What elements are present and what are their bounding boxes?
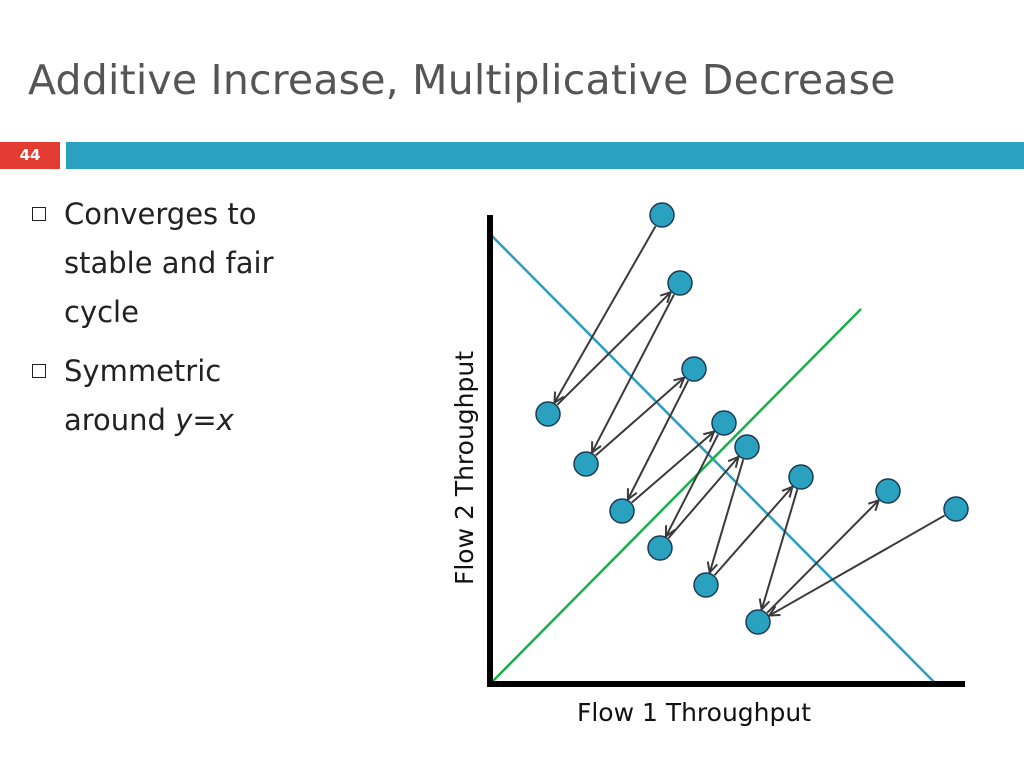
allocation-point bbox=[609, 498, 635, 524]
allocation-point bbox=[943, 496, 969, 522]
bullet-text-plain: Symmetric around bbox=[64, 354, 222, 437]
slide-number-badge: 44 bbox=[0, 142, 60, 169]
allocation-point bbox=[649, 202, 675, 228]
allocation-point bbox=[693, 572, 719, 598]
transition-arrow bbox=[592, 294, 675, 453]
allocation-point bbox=[788, 464, 814, 490]
allocation-point bbox=[711, 410, 737, 436]
title-accent-bar bbox=[66, 142, 1024, 169]
allocation-point bbox=[535, 401, 561, 427]
bullet-text: Symmetric around y=x bbox=[64, 347, 314, 445]
transition-arrow bbox=[667, 457, 738, 539]
transition-arrow bbox=[628, 380, 690, 500]
transition-arrow bbox=[766, 500, 879, 614]
allocation-point bbox=[734, 434, 760, 460]
bullet-text: Converges to stable and fair cycle bbox=[64, 197, 274, 329]
bullet-list: Converges to stable and fair cycle Symme… bbox=[30, 190, 330, 455]
x-axis-label: Flow 1 Throughput bbox=[577, 698, 811, 727]
allocation-point bbox=[875, 478, 901, 504]
arrows-group bbox=[554, 225, 946, 615]
y-axis-label: Flow 2 Throughput bbox=[450, 351, 479, 585]
points-group bbox=[535, 202, 969, 635]
transition-arrow bbox=[710, 459, 745, 572]
allocation-point bbox=[667, 270, 693, 296]
transition-arrow bbox=[769, 514, 946, 615]
bullet-text-italic: y=x bbox=[175, 403, 234, 437]
transition-arrow bbox=[713, 487, 793, 576]
bullet-item-symmetric: Symmetric around y=x bbox=[30, 347, 330, 445]
transition-arrow bbox=[556, 292, 671, 406]
allocation-point bbox=[573, 451, 599, 477]
square-bullet-icon bbox=[32, 364, 46, 378]
allocation-point bbox=[681, 356, 707, 382]
transition-arrow bbox=[595, 378, 684, 457]
fairness-line bbox=[489, 308, 862, 685]
allocation-point bbox=[745, 609, 771, 635]
bullet-item-converges: Converges to stable and fair cycle bbox=[30, 190, 330, 337]
transition-arrow bbox=[554, 225, 657, 402]
transition-arrow bbox=[631, 431, 714, 504]
slide-title: Additive Increase, Multiplicative Decrea… bbox=[28, 56, 896, 104]
transition-arrow bbox=[762, 489, 799, 609]
transition-arrow bbox=[666, 434, 719, 537]
allocation-point bbox=[647, 535, 673, 561]
square-bullet-icon bbox=[32, 207, 46, 221]
